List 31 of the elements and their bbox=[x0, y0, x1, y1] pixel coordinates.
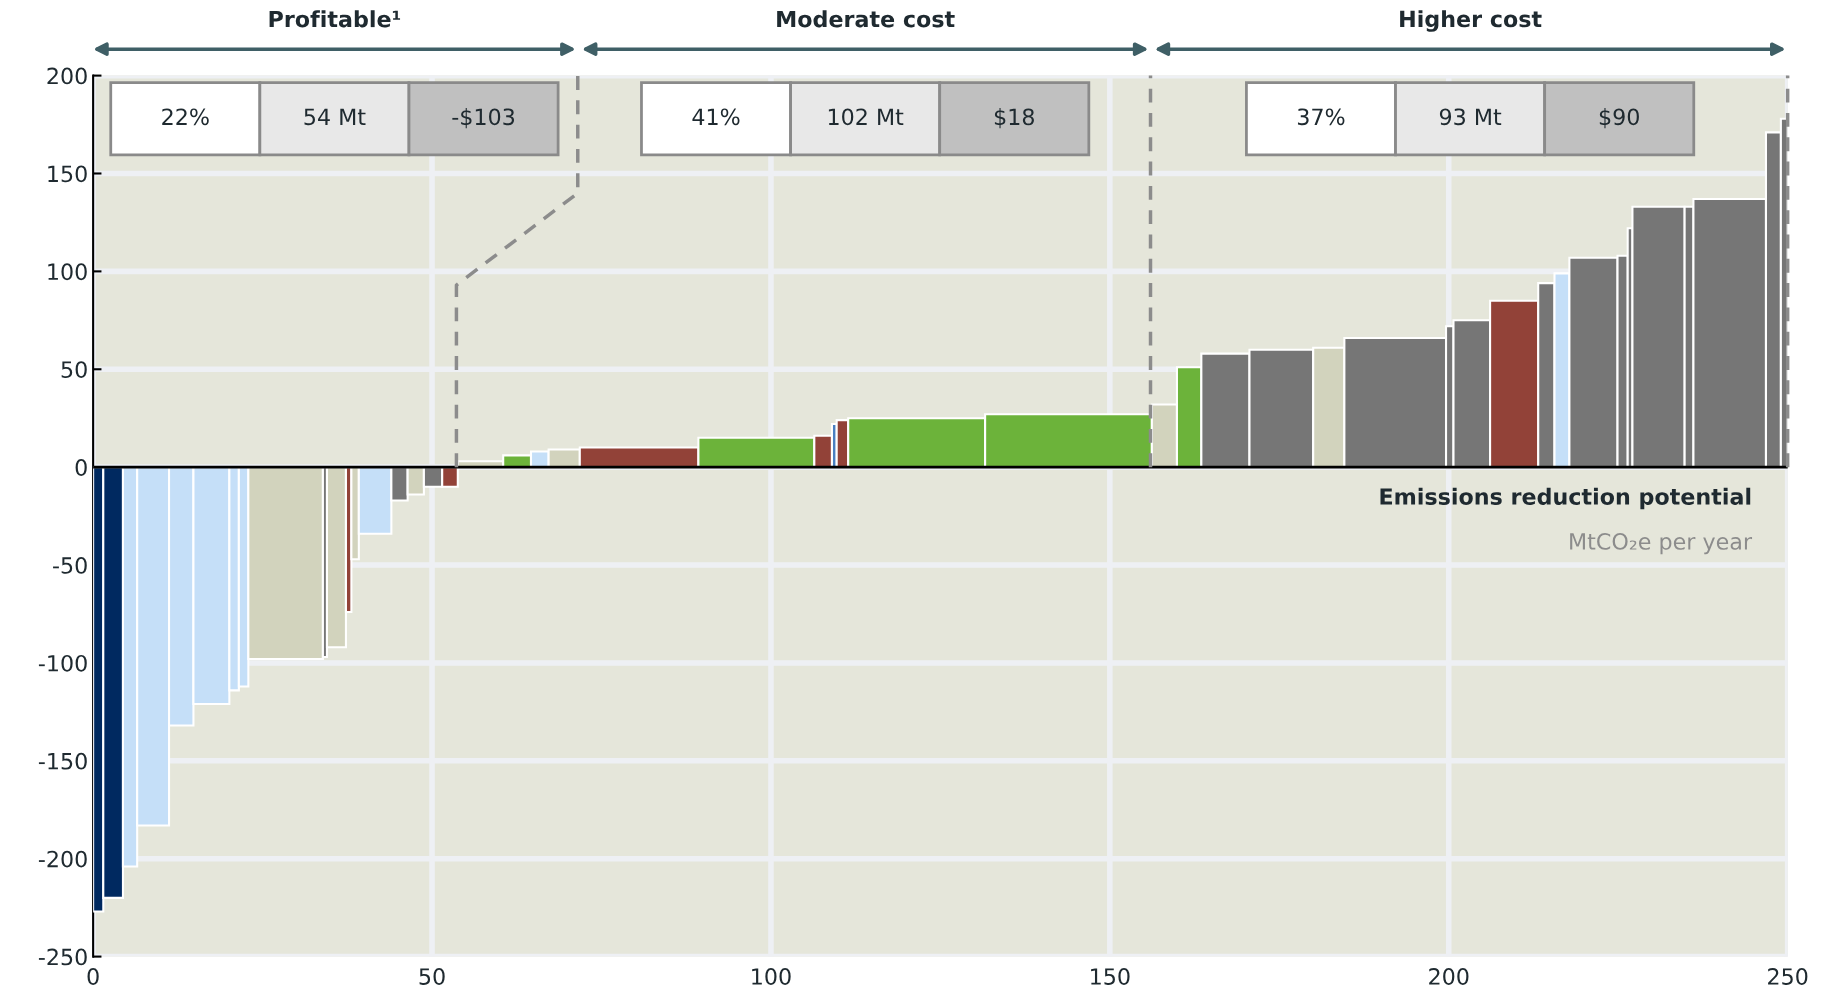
line-series bbox=[454, 73, 580, 469]
x-tick-label: 50 bbox=[419, 968, 445, 985]
annotation: 54 Mt bbox=[304, 108, 366, 126]
annotation: $90 bbox=[1599, 108, 1639, 129]
annotation: 22% bbox=[162, 108, 209, 126]
text: Profitable¹ bbox=[269, 10, 401, 28]
y-tick-label: -100 bbox=[38, 654, 87, 672]
x-tick-label: 250 bbox=[1768, 968, 1808, 985]
y-tick-label: 100 bbox=[48, 263, 87, 281]
y-tick-label: 50 bbox=[61, 361, 87, 379]
annotation: $18 bbox=[994, 108, 1034, 129]
text: Moderate cost bbox=[777, 10, 955, 28]
annotation: 37% bbox=[1297, 108, 1345, 126]
annotation: 102 Mt bbox=[828, 108, 904, 126]
y-tick-label: 150 bbox=[48, 165, 87, 183]
y-tick-label: 200 bbox=[47, 67, 87, 85]
annotation: 41% bbox=[692, 108, 740, 126]
y-tick-label: -250 bbox=[38, 948, 87, 966]
annotation: -$103 bbox=[452, 108, 515, 129]
y-tick-label: 0 bbox=[75, 459, 87, 476]
x-axis-title: Emissions reduction potential bbox=[1380, 487, 1751, 510]
x-tick-label: 100 bbox=[752, 968, 791, 985]
x-tick-label: 150 bbox=[1091, 968, 1130, 985]
y-tick-label: -200 bbox=[38, 850, 87, 868]
x-tick-label: 0 bbox=[87, 968, 99, 985]
y-tick-label: -150 bbox=[38, 752, 87, 770]
x-tick-label: 200 bbox=[1429, 968, 1469, 985]
text: Higher cost bbox=[1400, 10, 1542, 32]
annotation: MtCO₂e per year bbox=[1570, 533, 1753, 555]
annotation: 93 Mt bbox=[1439, 108, 1502, 126]
y-tick-label: -50 bbox=[53, 556, 87, 574]
